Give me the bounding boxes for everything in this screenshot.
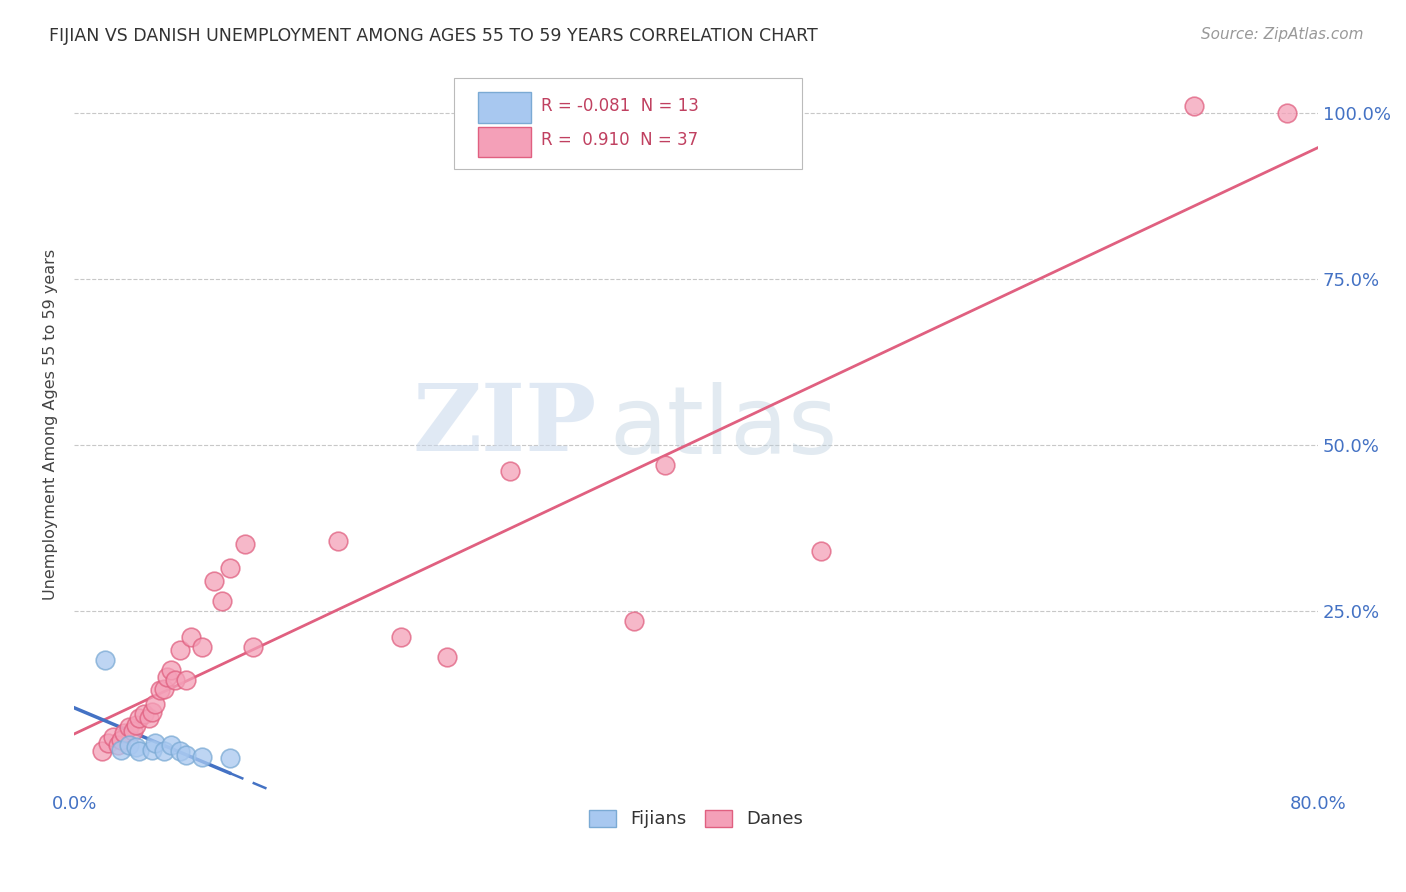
Point: [141, 705, 163, 719]
Point: [125, 739, 148, 754]
Text: ZIP: ZIP: [412, 380, 596, 470]
Point: [389, 630, 412, 644]
Point: [149, 683, 172, 698]
Point: [132, 706, 155, 721]
Point: [810, 544, 832, 558]
Text: R =  0.910  N = 37: R = 0.910 N = 37: [541, 131, 697, 149]
Point: [202, 574, 225, 588]
Text: atlas: atlas: [609, 383, 838, 475]
Point: [436, 650, 458, 665]
Point: [125, 718, 148, 732]
Point: [97, 736, 120, 750]
Point: [328, 533, 350, 548]
Point: [218, 751, 240, 765]
Point: [107, 738, 129, 752]
Point: [654, 458, 676, 472]
Point: [233, 537, 256, 551]
Text: Source: ZipAtlas.com: Source: ZipAtlas.com: [1201, 27, 1364, 42]
Point: [153, 744, 176, 758]
Point: [122, 724, 145, 739]
Point: [218, 560, 240, 574]
Y-axis label: Unemployment Among Ages 55 to 59 years: Unemployment Among Ages 55 to 59 years: [44, 249, 58, 600]
Point: [153, 681, 176, 696]
Point: [169, 643, 191, 657]
Point: [190, 640, 212, 655]
Point: [1182, 99, 1205, 113]
FancyBboxPatch shape: [454, 78, 801, 169]
Point: [128, 744, 150, 758]
Point: [141, 743, 163, 757]
Point: [165, 673, 187, 688]
Point: [94, 653, 117, 667]
Point: [143, 736, 166, 750]
Point: [112, 726, 135, 740]
FancyBboxPatch shape: [478, 127, 530, 158]
Point: [156, 670, 179, 684]
FancyBboxPatch shape: [478, 93, 530, 123]
Point: [110, 743, 132, 757]
Point: [159, 664, 181, 678]
Point: [1275, 105, 1298, 120]
Point: [174, 748, 197, 763]
Text: R = -0.081  N = 13: R = -0.081 N = 13: [541, 96, 699, 114]
Point: [211, 593, 233, 607]
Point: [169, 744, 191, 758]
Legend: Fijians, Danes: Fijians, Danes: [582, 803, 810, 836]
Point: [101, 730, 124, 744]
Point: [110, 733, 132, 747]
Point: [174, 673, 197, 688]
Point: [159, 738, 181, 752]
Point: [128, 711, 150, 725]
Point: [143, 697, 166, 711]
Point: [190, 749, 212, 764]
Point: [180, 630, 202, 644]
Text: FIJIAN VS DANISH UNEMPLOYMENT AMONG AGES 55 TO 59 YEARS CORRELATION CHART: FIJIAN VS DANISH UNEMPLOYMENT AMONG AGES…: [49, 27, 818, 45]
Point: [117, 738, 139, 752]
Point: [117, 720, 139, 734]
Point: [91, 744, 114, 758]
Point: [623, 614, 645, 628]
Point: [498, 464, 520, 478]
Point: [138, 711, 160, 725]
Point: [242, 640, 264, 655]
